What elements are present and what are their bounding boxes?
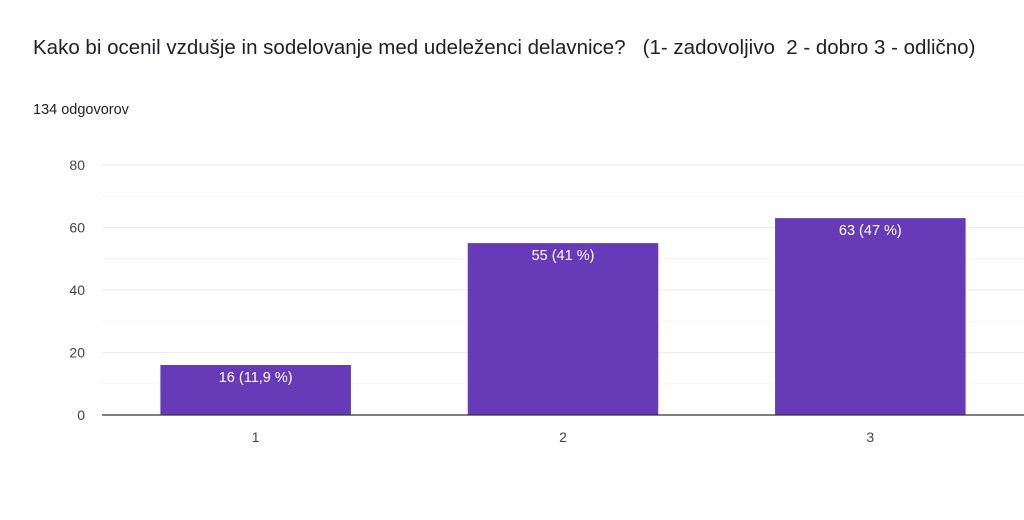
y-tick-label: 80 xyxy=(69,157,85,173)
x-tick-label: 3 xyxy=(866,429,874,445)
bar-data-label: 55 (41 %) xyxy=(532,248,595,264)
y-tick-label: 0 xyxy=(77,407,85,423)
bar-data-label: 16 (11,9 %) xyxy=(219,370,293,386)
bar-3 xyxy=(775,218,966,415)
bars: 16 (11,9 %) 55 (41 %) 63 (47 %) xyxy=(160,218,966,415)
x-axis-ticks: 1 2 3 xyxy=(252,429,875,445)
x-tick-label: 2 xyxy=(559,429,567,445)
bar-data-label: 63 (47 %) xyxy=(839,223,902,239)
y-axis-ticks: 0 20 40 60 80 xyxy=(69,157,85,423)
bar-1 xyxy=(160,365,351,415)
y-tick-label: 20 xyxy=(69,345,85,361)
response-count: 134 odgovorov xyxy=(33,102,129,118)
y-tick-label: 60 xyxy=(69,220,85,236)
x-tick-label: 1 xyxy=(252,429,260,445)
bar-2 xyxy=(467,243,659,415)
y-tick-label: 40 xyxy=(69,282,85,298)
question-title: Kako bi ocenil vzdušje in sodelovanje me… xyxy=(33,36,976,59)
